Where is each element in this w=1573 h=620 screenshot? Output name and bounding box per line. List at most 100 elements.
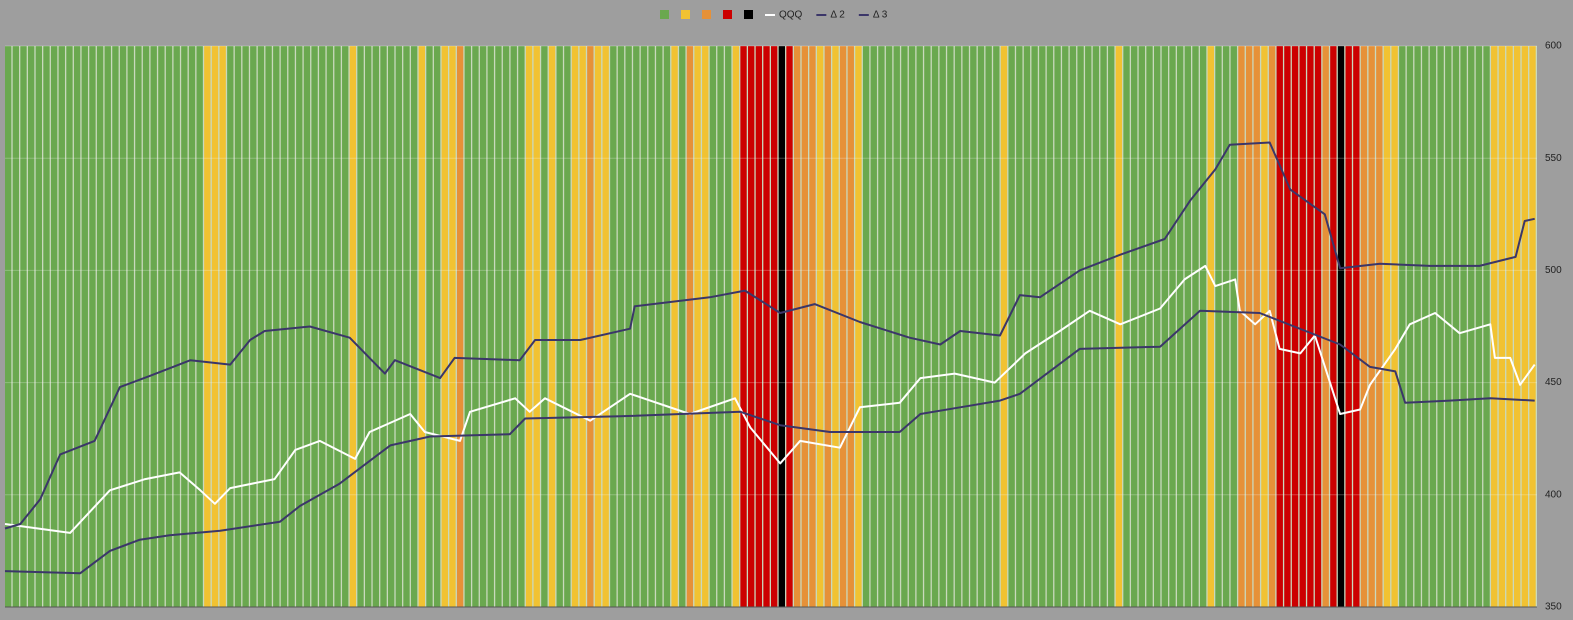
regime-bar [479,46,487,607]
regime-bar [173,46,180,607]
regime-bar [211,46,219,607]
regime-bar [142,46,150,607]
regime-bar [388,46,395,607]
regime-bar [487,46,494,607]
regime-bar [740,46,747,607]
regime-bar [1261,46,1268,607]
regime-bar [916,46,923,607]
regime-bar [150,46,157,607]
regime-bar [548,46,556,607]
regime-bar [878,46,885,607]
legend-swatch [702,10,711,19]
regime-bar [702,46,709,607]
regime-bar [426,46,433,607]
line-series [4,264,1536,534]
regime-bar [1069,46,1077,607]
regime-bar [495,46,502,607]
regime-bar [1337,46,1345,607]
regime-bar [954,46,962,607]
regime-bar [985,46,992,607]
regime-bar [1222,46,1230,607]
regime-bar [89,46,96,607]
regime-bar [556,46,563,607]
regime-bar [885,46,893,607]
regime-bar [1077,46,1084,607]
regime-bar [617,46,625,607]
y-tick-label: 600 [1545,41,1562,52]
regime-bar [594,46,602,607]
regime-bar [1184,46,1191,607]
regime-bar [81,46,88,607]
regime-bar [219,46,226,607]
regime-bar [1123,46,1130,607]
regime-bar [748,46,755,607]
regime-bar [96,46,104,607]
regime-bar [901,46,908,607]
regime-bar [1353,46,1360,607]
regime-bar [280,46,288,607]
regime-bar [1138,46,1146,607]
legend-swatch [681,10,690,19]
regime-bar [1468,46,1475,607]
regime-bar [1460,46,1467,607]
regime-bar [679,46,686,607]
regime-bar [1483,46,1490,607]
regime-bar [763,46,770,607]
regime-bar [832,46,839,607]
regime-bar [1299,46,1306,607]
regime-bar [924,46,931,607]
regime-bar [119,46,127,607]
regime-bar [395,46,403,607]
regime-bar [1452,46,1460,607]
regime-bar [319,46,326,607]
regime-bar [1399,46,1406,607]
regime-bar [1169,46,1176,607]
regime-bar [939,46,946,607]
regime-bar [694,46,701,607]
regime-bar [472,46,479,607]
regime-bar [1368,46,1375,607]
regime-bar [1146,46,1153,607]
legend-label: QQQ [779,10,803,21]
regime-bar [1092,46,1100,607]
regime-bar [104,46,111,607]
regime-bar [824,46,831,607]
regime-bar [20,46,27,607]
regime-bar [1054,46,1061,607]
regime-bar [709,46,717,607]
line-series [4,141,1535,530]
regime-bar [640,46,648,607]
regime-bar [357,46,364,607]
regime-bar [625,46,632,607]
regime-bar [165,46,173,607]
regime-bar [862,46,870,607]
regime-bar [58,46,65,607]
regime-bar [1506,46,1513,607]
regime-bar [1131,46,1138,607]
regime-bar [204,46,211,607]
regime-bar [564,46,571,607]
regime-bar [1238,46,1245,607]
regime-bar [1192,46,1199,607]
regime-bar [533,46,540,607]
y-tick-label: 350 [1545,602,1562,613]
regime-bar [43,46,50,607]
regime-bar [418,46,425,607]
regime-bar [686,46,694,607]
regime-bar [464,46,471,607]
regime-bar [663,46,671,607]
regime-bar [525,46,533,607]
regime-bar [1521,46,1529,607]
regime-bar [227,46,234,607]
regime-bar [893,46,900,607]
regime-bar [1215,46,1222,607]
regime-bar [579,46,586,607]
regime-bar [342,46,349,607]
regime-bar [380,46,387,607]
regime-bar [962,46,969,607]
regime-bar [1176,46,1184,607]
regime-bar [541,46,548,607]
regime-bar [188,46,196,607]
regime-bar [1406,46,1414,607]
y-tick-label: 450 [1545,377,1562,388]
